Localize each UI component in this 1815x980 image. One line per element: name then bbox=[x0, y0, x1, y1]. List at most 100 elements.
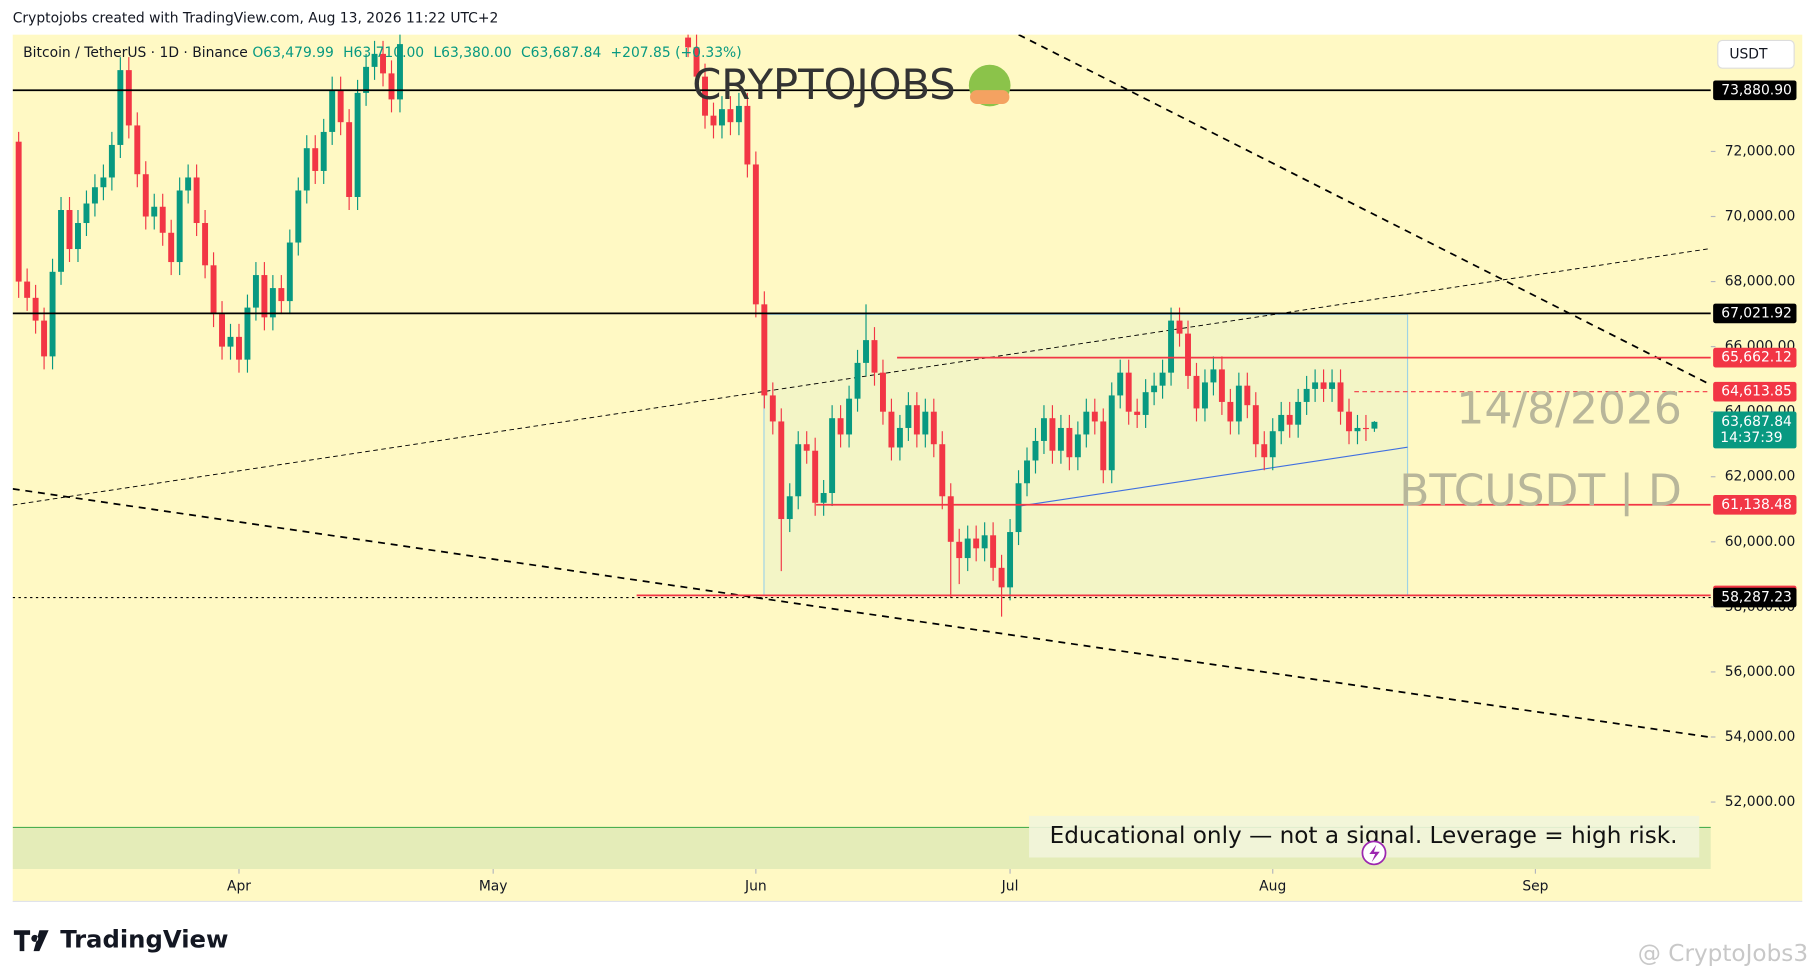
candle-body bbox=[1185, 333, 1191, 376]
candle-body bbox=[752, 164, 759, 305]
y-tick-label: 62,000.00 bbox=[1725, 469, 1796, 485]
candle-body bbox=[1346, 411, 1352, 432]
candle-body bbox=[778, 421, 785, 520]
candle-body bbox=[769, 395, 776, 422]
candle-body bbox=[1100, 421, 1107, 471]
y-tick-label: 72,000.00 bbox=[1725, 143, 1796, 159]
candle-body bbox=[744, 105, 751, 165]
candle-body bbox=[66, 210, 73, 250]
candle-body bbox=[854, 362, 861, 399]
symbol: Bitcoin / TetherUS · 1D · Binance bbox=[23, 45, 248, 61]
candle-body bbox=[15, 141, 22, 282]
candle-body bbox=[346, 122, 353, 197]
attribution: Cryptojobs created with TradingView.com,… bbox=[13, 10, 499, 26]
x-tick-label: Sep bbox=[1522, 878, 1548, 894]
candle-body bbox=[134, 125, 141, 175]
x-tick-label: Jun bbox=[744, 878, 767, 894]
y-tick-label: 52,000.00 bbox=[1725, 794, 1796, 810]
candle-body bbox=[718, 109, 725, 126]
candle-body bbox=[1354, 427, 1361, 432]
candle-body bbox=[337, 89, 344, 123]
candle-body bbox=[1303, 388, 1310, 402]
candle-body bbox=[947, 496, 954, 542]
trendline bbox=[12, 248, 1711, 506]
candle-body bbox=[312, 148, 319, 171]
currency-button[interactable] bbox=[1717, 39, 1795, 69]
candle-body bbox=[75, 223, 81, 250]
candle-body bbox=[185, 177, 192, 191]
candle-body bbox=[83, 203, 90, 224]
candle-body bbox=[108, 144, 115, 178]
candle-body bbox=[269, 288, 276, 318]
candle-body bbox=[354, 92, 361, 197]
candle-body bbox=[176, 190, 183, 263]
candle-body bbox=[812, 450, 819, 503]
candle-body bbox=[1142, 392, 1149, 415]
candle-body bbox=[159, 206, 166, 233]
candle-body bbox=[1024, 460, 1030, 484]
candle-body bbox=[1057, 427, 1064, 451]
candle-body bbox=[1371, 421, 1378, 429]
candle-body bbox=[1091, 411, 1098, 422]
candle-body bbox=[727, 109, 734, 123]
candle-body bbox=[91, 187, 98, 204]
credit: @ CryptoJobs3 bbox=[1638, 941, 1808, 967]
candle-body bbox=[100, 177, 107, 188]
candle-body bbox=[363, 66, 370, 93]
currency: USDT bbox=[1729, 46, 1768, 62]
candle-body bbox=[896, 427, 903, 448]
candle-body bbox=[1168, 320, 1175, 373]
candle-body bbox=[1235, 385, 1242, 422]
y-tick-label: 54,000.00 bbox=[1725, 729, 1796, 745]
ohlc-value: H63,710.00 bbox=[343, 45, 424, 61]
candle-body bbox=[990, 535, 997, 568]
ohlc-value: +207.85 (+0.33%) bbox=[611, 45, 742, 61]
candle-body bbox=[964, 538, 971, 559]
watermark: BTCUSDT | D bbox=[1399, 465, 1682, 516]
candle-body bbox=[1244, 385, 1251, 406]
candle-body bbox=[1151, 385, 1158, 393]
candle-body bbox=[142, 174, 149, 217]
candle-body bbox=[227, 336, 234, 347]
candle-body bbox=[210, 265, 217, 315]
candle-body bbox=[295, 190, 302, 243]
candle-body bbox=[795, 444, 802, 497]
candle-body bbox=[1007, 532, 1014, 588]
candle-body bbox=[1193, 375, 1200, 409]
alert-icon bbox=[1369, 844, 1380, 863]
watermark: 14/8/2026 bbox=[1456, 383, 1681, 434]
trendline bbox=[12, 487, 1711, 739]
candle-body bbox=[981, 535, 988, 549]
brand: TradingView bbox=[60, 925, 228, 954]
price-label-bg bbox=[1713, 303, 1797, 324]
x-tick-label: Apr bbox=[227, 878, 251, 894]
candle-body bbox=[1278, 414, 1285, 432]
candle-body bbox=[1040, 418, 1047, 441]
candle-body bbox=[1176, 320, 1183, 334]
candle-body bbox=[1015, 483, 1022, 533]
ohlc-value: C63,687.84 bbox=[521, 45, 601, 61]
price-label-bg bbox=[1713, 587, 1797, 608]
candle-body bbox=[786, 496, 793, 520]
candle-body bbox=[380, 53, 386, 74]
y-tick-label: 60,000.00 bbox=[1725, 534, 1796, 550]
candle-body bbox=[1108, 395, 1115, 471]
candle-body bbox=[761, 304, 768, 396]
candle-body bbox=[913, 405, 920, 435]
candle-body bbox=[1252, 405, 1259, 445]
candle-body bbox=[1134, 411, 1141, 415]
candle-body bbox=[117, 70, 124, 145]
candle-body bbox=[1227, 401, 1234, 422]
y-tick-label: 70,000.00 bbox=[1725, 209, 1796, 225]
candle-body bbox=[888, 411, 895, 448]
price-label: 73,880.90 bbox=[1721, 82, 1792, 98]
price-label: 67,021.92 bbox=[1721, 305, 1792, 321]
candle-body bbox=[193, 177, 200, 224]
candle-body bbox=[1337, 382, 1344, 412]
candle-body bbox=[905, 405, 912, 428]
candle-body bbox=[803, 444, 810, 451]
candle-body bbox=[710, 115, 717, 126]
y-tick-label: 68,000.00 bbox=[1725, 274, 1796, 290]
candle-body bbox=[1362, 427, 1369, 430]
